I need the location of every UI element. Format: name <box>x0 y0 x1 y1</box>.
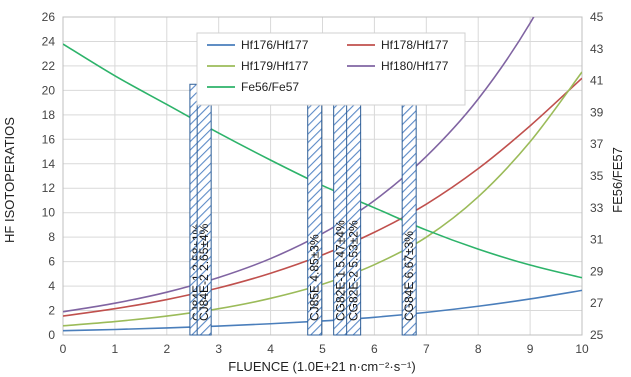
x-tick-label: 5 <box>319 342 326 356</box>
y-left-tick-label: 0 <box>48 328 55 342</box>
x-tick-label: 0 <box>60 342 67 356</box>
y-left-tick-label: 6 <box>48 255 55 269</box>
y-left-tick-label: 20 <box>42 83 56 97</box>
sample-bars: CJ84E-1 2.58±1%CJ84E-2 2.65±4%CJ85E 4.85… <box>189 83 417 336</box>
series-line-fe56-fe57 <box>63 43 582 279</box>
x-tick-label: 6 <box>371 342 378 356</box>
axis-ticks: 0 1 2 3 4 5 6 7 8 9 100246810121416182022242625272… <box>42 10 604 356</box>
legend-label-fe56-fe57: Fe56/Fe57 <box>241 80 299 94</box>
y-left-tick-label: 4 <box>48 279 55 293</box>
y-left-tick-label: 2 <box>48 304 55 318</box>
plot-border <box>62 16 583 336</box>
y-axis-right-label: FE56/FE57 <box>610 147 625 213</box>
sample-label-5: CG82E-2 5.53±2% <box>347 220 361 321</box>
y-left-tick-label: 24 <box>42 34 56 48</box>
sample-label-3: CJ85E 4.85±3% <box>308 234 322 321</box>
legend-label-hf178-hf177: Hf178/Hf177 <box>381 38 449 52</box>
sample-label-4: CG82E-1 5.47±4% <box>334 220 348 321</box>
series-lines <box>63 17 582 332</box>
y-right-tick-label: 45 <box>590 10 604 24</box>
y-left-tick-label: 12 <box>42 181 56 195</box>
x-tick-label: 7 <box>423 342 430 356</box>
y-right-tick-label: 37 <box>590 137 604 151</box>
x-tick-label: 10 <box>575 342 589 356</box>
series-line-hf179-hf177 <box>63 71 582 327</box>
y-right-tick-label: 33 <box>590 201 604 215</box>
y-right-tick-label: 29 <box>590 264 604 278</box>
y-right-tick-label: 35 <box>590 169 604 183</box>
y-right-tick-label: 25 <box>590 328 604 342</box>
y-left-tick-label: 16 <box>42 132 56 146</box>
x-tick-label: 3 <box>215 342 222 356</box>
x-axis-label: FLUENCE (1.0E+21 n·cm⁻²·s⁻¹) <box>228 359 415 374</box>
y-right-tick-label: 27 <box>590 296 604 310</box>
series-line-hf178-hf177 <box>63 77 582 317</box>
sample-label-6: CG84E 6.67±3% <box>402 231 416 321</box>
x-tick-label: 9 <box>527 342 534 356</box>
x-tick-label: 1 <box>112 342 119 356</box>
legend-label-hf180-hf177: Hf180/Hf177 <box>381 59 449 73</box>
legend: Hf176/Hf177 Hf178/Hf177 Hf179/Hf177 Hf180/H… <box>196 32 466 106</box>
y-left-tick-label: 22 <box>42 59 56 73</box>
plot-area <box>62 16 583 336</box>
x-tick-label: 2 <box>163 342 170 356</box>
y-left-tick-label: 8 <box>48 230 55 244</box>
series-line-hf176-hf177 <box>63 289 582 332</box>
sample-label-2: CJ84E-2 2.65±4% <box>197 223 211 321</box>
y-right-tick-label: 43 <box>590 42 604 56</box>
y-right-tick-label: 39 <box>590 105 604 119</box>
series-group <box>63 17 582 332</box>
y-left-tick-label: 26 <box>42 10 56 24</box>
x-tick-label: 4 <box>267 342 274 356</box>
y-right-tick-label: 31 <box>590 233 604 247</box>
y-left-tick-label: 10 <box>42 206 56 220</box>
y-right-tick-label: 41 <box>590 74 604 88</box>
legend-box <box>196 32 466 106</box>
x-tick-label: 8 <box>475 342 482 356</box>
y-axis-left-label: HF ISOTOPERATIOS <box>2 117 17 243</box>
legend-label-hf176-hf177: Hf176/Hf177 <box>241 38 309 52</box>
legend-label-hf179-hf177: Hf179/Hf177 <box>241 59 309 73</box>
y-left-tick-label: 14 <box>42 157 56 171</box>
y-left-tick-label: 18 <box>42 108 56 122</box>
